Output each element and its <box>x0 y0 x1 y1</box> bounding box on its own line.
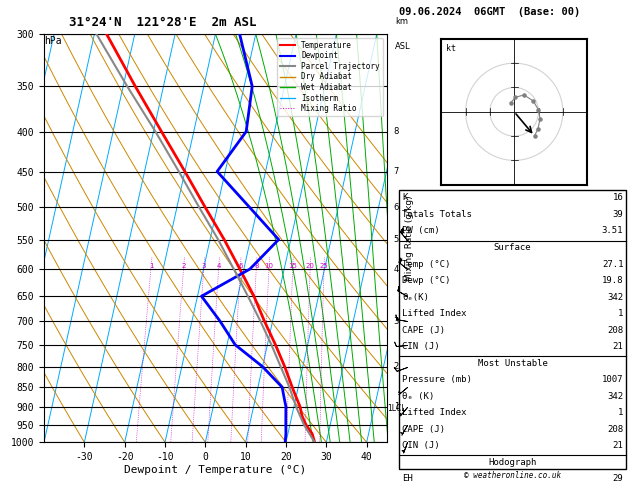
Text: km: km <box>396 17 408 26</box>
Text: 5: 5 <box>394 235 399 244</box>
Text: 21: 21 <box>613 441 623 451</box>
Text: 7: 7 <box>394 167 399 176</box>
Text: 3.51: 3.51 <box>602 226 623 236</box>
Text: Dewp (°C): Dewp (°C) <box>402 276 450 285</box>
Text: 6: 6 <box>394 203 399 212</box>
Text: 20: 20 <box>306 263 314 269</box>
Text: 3: 3 <box>394 317 399 326</box>
Text: θₑ (K): θₑ (K) <box>402 392 434 401</box>
Text: Totals Totals: Totals Totals <box>402 210 472 219</box>
Text: CAPE (J): CAPE (J) <box>402 425 445 434</box>
Text: Lifted Index: Lifted Index <box>402 309 467 318</box>
Point <box>533 124 543 132</box>
Text: 39: 39 <box>613 210 623 219</box>
Text: Pressure (mb): Pressure (mb) <box>402 375 472 384</box>
Point <box>519 91 529 99</box>
Text: ASL: ASL <box>396 42 411 51</box>
Legend: Temperature, Dewpoint, Parcel Trajectory, Dry Adiabat, Wet Adiabat, Isotherm, Mi: Temperature, Dewpoint, Parcel Trajectory… <box>277 38 383 116</box>
Text: 25: 25 <box>320 263 328 269</box>
Point <box>535 115 545 122</box>
Text: hPa: hPa <box>44 36 62 47</box>
Text: Hodograph: Hodograph <box>489 458 537 467</box>
Text: CIN (J): CIN (J) <box>402 342 440 351</box>
Text: 8: 8 <box>254 263 259 269</box>
Text: © weatheronline.co.uk: © weatheronline.co.uk <box>464 471 561 481</box>
Text: PW (cm): PW (cm) <box>402 226 440 236</box>
Text: EH: EH <box>402 474 413 484</box>
Text: CAPE (J): CAPE (J) <box>402 326 445 335</box>
Text: 31°24'N  121°28'E  2m ASL: 31°24'N 121°28'E 2m ASL <box>69 16 257 29</box>
Text: Mixing Ratio (g/kg): Mixing Ratio (g/kg) <box>404 195 414 281</box>
Text: Most Unstable: Most Unstable <box>477 359 548 368</box>
Point <box>511 93 521 101</box>
Text: 15: 15 <box>289 263 298 269</box>
Text: 1: 1 <box>618 408 623 417</box>
Text: 1: 1 <box>149 263 153 269</box>
Text: 8: 8 <box>394 127 399 136</box>
Point <box>528 97 538 105</box>
Text: 342: 342 <box>607 392 623 401</box>
Text: Lifted Index: Lifted Index <box>402 408 467 417</box>
Text: 27.1: 27.1 <box>602 260 623 269</box>
Text: 4: 4 <box>216 263 221 269</box>
Text: 208: 208 <box>607 425 623 434</box>
Text: 4: 4 <box>394 264 399 274</box>
X-axis label: Dewpoint / Temperature (°C): Dewpoint / Temperature (°C) <box>125 465 306 475</box>
Text: 09.06.2024  06GMT  (Base: 00): 09.06.2024 06GMT (Base: 00) <box>399 7 581 17</box>
Text: 1007: 1007 <box>602 375 623 384</box>
Text: 208: 208 <box>607 326 623 335</box>
Text: kt: kt <box>446 44 456 53</box>
Text: CIN (J): CIN (J) <box>402 441 440 451</box>
Text: 1LCL: 1LCL <box>387 404 406 413</box>
Text: Surface: Surface <box>494 243 532 252</box>
Text: 10: 10 <box>265 263 274 269</box>
Text: 29: 29 <box>613 474 623 484</box>
Text: 16: 16 <box>613 193 623 203</box>
Text: 19.8: 19.8 <box>602 276 623 285</box>
Text: 342: 342 <box>607 293 623 302</box>
Text: 2: 2 <box>182 263 186 269</box>
Text: θₑ(K): θₑ(K) <box>402 293 429 302</box>
Text: Temp (°C): Temp (°C) <box>402 260 450 269</box>
Text: 1: 1 <box>618 309 623 318</box>
Text: 2: 2 <box>394 362 399 371</box>
Text: 6: 6 <box>238 263 243 269</box>
Text: 1: 1 <box>394 402 399 411</box>
Text: K: K <box>402 193 408 203</box>
Text: 3: 3 <box>202 263 206 269</box>
Text: 21: 21 <box>613 342 623 351</box>
Point <box>506 99 516 106</box>
Point <box>533 106 543 114</box>
Point <box>530 132 540 140</box>
